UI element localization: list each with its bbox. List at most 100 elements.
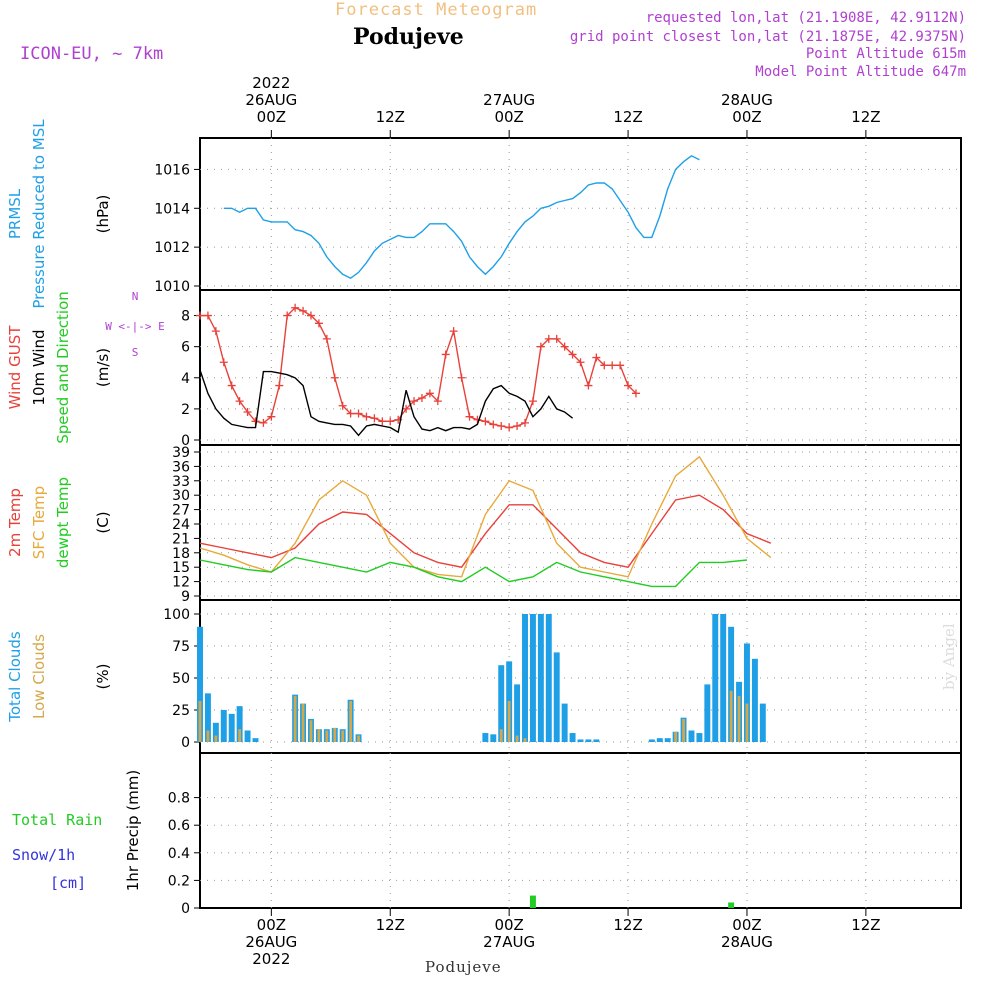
gust-marker (536, 342, 545, 351)
bar-low-clouds (515, 735, 519, 742)
left-label: Snow/1h (12, 846, 75, 864)
compass-north: N (132, 290, 139, 303)
series-line-dewpt-temp (199, 556, 748, 588)
series-line-sfc-temp (199, 455, 772, 578)
bar-total-clouds (236, 706, 243, 742)
location-title: Podujeve (353, 24, 464, 50)
bar-total-clouds (743, 643, 750, 742)
bar-total-clouds (751, 658, 758, 742)
bar-total-clouds (720, 614, 727, 742)
bar-total-clouds (537, 614, 544, 742)
bar-low-clouds (729, 690, 733, 742)
bar-low-clouds (206, 730, 210, 742)
panel-frame-wind (199, 289, 962, 446)
y-tick-label: 1016 (154, 162, 190, 178)
bar-total-clouds (490, 734, 497, 742)
y-tick-label: 25 (172, 703, 190, 719)
gust-marker (465, 412, 474, 421)
y-axis-label: (C) (94, 511, 112, 533)
gust-marker (608, 361, 617, 370)
bar-low-clouds (238, 729, 242, 742)
y-axis-label: 1hr Precip (mm) (124, 770, 142, 891)
gust-marker (402, 404, 411, 413)
top-time-label: 28AUG (721, 91, 773, 109)
left-label: Wind GUST (6, 325, 24, 410)
left-label: 2m Temp (6, 488, 24, 557)
bar-low-clouds (214, 735, 218, 742)
bar-low-clouds (523, 738, 527, 742)
left-label: [cm] (50, 874, 86, 892)
compass-south: S (132, 346, 139, 359)
bar-total-clouds (561, 703, 568, 742)
y-tick-label: 27 (172, 503, 190, 519)
left-label: PRMSL (6, 188, 24, 239)
gust-marker (267, 412, 276, 421)
gust-marker (346, 409, 355, 418)
gust-marker (219, 358, 228, 367)
bar-total-clouds (553, 652, 560, 742)
gust-marker (441, 350, 450, 359)
y-axis-label: (hPa) (94, 195, 112, 234)
y-axis-label: (m/s) (94, 348, 112, 387)
y-tick-label: 36 (172, 459, 190, 475)
gust-marker (457, 373, 466, 382)
left-label: 10m Wind (30, 329, 48, 405)
bottom-time-label: 00Z (494, 916, 523, 934)
gust-marker (299, 306, 308, 315)
bar-total-clouds (197, 626, 203, 742)
model-altitude: Model Point Altitude 647m (755, 64, 966, 80)
y-tick-label: 50 (172, 671, 190, 687)
left-label: SFC Temp (30, 486, 48, 559)
series-line-wind (199, 369, 574, 437)
bar-total-clouds (704, 684, 711, 742)
bottom-time-label: 2022 (252, 950, 290, 968)
y-tick-label: 39 (172, 445, 190, 461)
gust-marker (489, 420, 498, 429)
y-tick-label: 0.2 (168, 873, 190, 889)
gust-marker (528, 397, 537, 406)
bar-total-clouds (585, 739, 592, 742)
left-label: Speed and Direction (54, 291, 72, 444)
bar-low-clouds (293, 695, 297, 742)
y-tick-label: 12 (172, 575, 190, 591)
gust-marker (624, 381, 633, 390)
gust-marker (338, 401, 347, 410)
bar-total-clouds (220, 710, 227, 742)
bar-total-clouds (204, 693, 211, 742)
top-time-label: 2022 (252, 74, 290, 92)
bar-total-clouds (688, 730, 695, 742)
top-time-label: 12Z (851, 108, 880, 126)
top-time-label: 00Z (732, 108, 761, 126)
credit-label: by Angel (940, 623, 958, 690)
gust-marker (275, 381, 284, 390)
footer-location: Podujeve (425, 958, 502, 976)
series-line-pressure (223, 154, 700, 280)
gust-marker (584, 381, 593, 390)
bar-low-clouds (349, 701, 353, 742)
gust-marker (378, 417, 387, 426)
bar-total-clouds (545, 614, 552, 742)
bar-total-rain (728, 902, 735, 908)
gust-marker (425, 389, 434, 398)
left-label: Total Clouds (6, 631, 24, 723)
y-tick-label: 9 (181, 589, 190, 605)
left-label: Low Clouds (30, 634, 48, 719)
bar-total-clouds (648, 739, 655, 742)
bar-total-clouds (728, 626, 735, 742)
gust-marker (410, 397, 419, 406)
y-tick-label: 1010 (154, 279, 190, 295)
bottom-time-label: 00Z (257, 916, 286, 934)
bar-total-clouds (577, 739, 584, 742)
top-time-label: 27AUG (483, 91, 535, 109)
top-time-label: 12Z (376, 108, 405, 126)
y-tick-label: 0.8 (168, 791, 190, 807)
bottom-time-label: 12Z (613, 916, 642, 934)
bar-low-clouds (198, 701, 202, 742)
panel-frame-precip (199, 752, 962, 909)
requested-coords: requested lon,lat (21.1908E, 42.9112N) (645, 10, 966, 26)
compass-we: W <-|-> E (105, 320, 165, 333)
left-label: Pressure Reduced to MSL (30, 119, 48, 309)
gust-marker (354, 409, 363, 418)
bar-low-clouds (357, 735, 360, 742)
top-time-label: 00Z (257, 108, 286, 126)
